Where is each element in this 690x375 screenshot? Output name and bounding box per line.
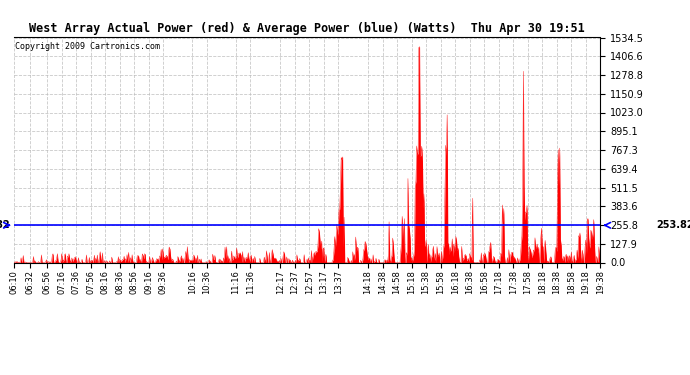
Text: 253.82: 253.82 [0, 220, 10, 230]
Text: 253.82: 253.82 [656, 220, 690, 230]
Title: West Array Actual Power (red) & Average Power (blue) (Watts)  Thu Apr 30 19:51: West Array Actual Power (red) & Average … [29, 22, 585, 35]
Text: Copyright 2009 Cartronics.com: Copyright 2009 Cartronics.com [15, 42, 160, 51]
